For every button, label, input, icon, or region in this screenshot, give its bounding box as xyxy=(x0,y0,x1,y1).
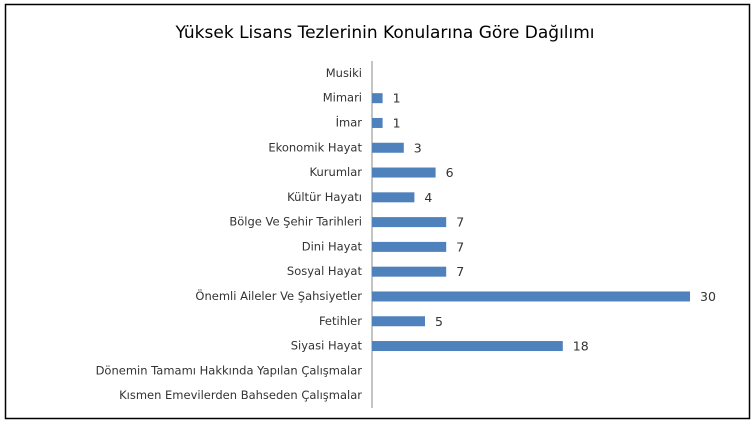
y-tick-label: Musiki xyxy=(326,66,362,80)
data-label: 1 xyxy=(393,115,401,130)
bar xyxy=(372,142,404,153)
y-tick-label: Kültür Hayatı xyxy=(287,190,362,204)
data-label: 5 xyxy=(435,314,443,329)
bar xyxy=(372,117,383,128)
data-label: 4 xyxy=(424,190,432,205)
data-label: 30 xyxy=(700,289,716,304)
y-tick-label: Dönemin Tamamı Hakkında Yapılan Çalışmal… xyxy=(96,363,363,377)
bar xyxy=(372,266,447,277)
bar xyxy=(372,217,447,228)
data-label: 7 xyxy=(456,215,464,230)
y-tick-label: Mimari xyxy=(323,91,362,105)
y-tick-label: Sosyal Hayat xyxy=(287,264,363,278)
data-label: 7 xyxy=(456,264,464,279)
y-tick-label: Önemli Aileler Ve Şahsiyetler xyxy=(195,287,362,303)
data-label: 6 xyxy=(446,165,454,180)
bar xyxy=(372,167,436,178)
bar xyxy=(372,192,415,203)
data-label: 1 xyxy=(393,91,401,106)
data-label: 7 xyxy=(456,239,464,254)
bar xyxy=(372,341,563,352)
y-tick-label: Ekonomik Hayat xyxy=(268,140,362,154)
y-tick-label: Fetihler xyxy=(319,314,362,328)
y-tick-label: Dini Hayat xyxy=(302,239,363,253)
y-tick-label: Kurumlar xyxy=(310,165,363,179)
y-tick-label: Siyasi Hayat xyxy=(291,339,363,353)
data-label: 3 xyxy=(414,140,422,155)
chart-border xyxy=(4,3,751,420)
bar xyxy=(372,241,447,252)
chart-title: Yüksek Lisans Tezlerinin Konularına Göre… xyxy=(174,23,594,43)
y-tick-label: Bölge Ve Şehir Tarihleri xyxy=(229,215,362,229)
y-tick-label: İmar xyxy=(336,114,363,129)
bar xyxy=(372,291,690,302)
bar xyxy=(372,316,425,327)
bar xyxy=(372,93,383,104)
data-label: 18 xyxy=(573,339,589,354)
y-tick-label: Kısmen Emevilerden Bahseden Çalışmalar xyxy=(119,388,362,402)
